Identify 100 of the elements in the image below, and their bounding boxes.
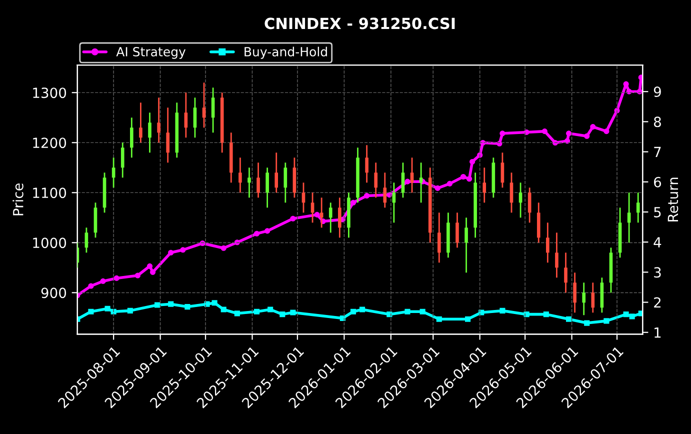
candlestick [338, 196, 342, 238]
point [350, 308, 356, 314]
point [88, 308, 94, 314]
candlestick [510, 172, 514, 214]
candlestick [157, 96, 160, 144]
point [359, 306, 366, 312]
candlestick [256, 162, 260, 198]
candlestick [148, 112, 152, 154]
point [88, 283, 94, 289]
y2-tick-label: 1 [654, 328, 661, 338]
candlestick [184, 92, 188, 138]
candlestick [528, 186, 532, 224]
candlestick [410, 156, 414, 194]
candlestick [500, 152, 504, 188]
point [542, 128, 548, 134]
candlestick [401, 162, 405, 198]
point [420, 308, 426, 314]
point [590, 124, 596, 130]
y2-tick-label: 7 [654, 146, 661, 158]
point [604, 128, 610, 134]
candlestick [310, 192, 314, 224]
y2-tick-label: 8 [654, 116, 661, 128]
point [212, 300, 218, 306]
point [500, 308, 506, 314]
y-tick-label: 1000 [33, 238, 66, 248]
y2-tick-label: 6 [654, 176, 662, 188]
point [446, 180, 452, 186]
legend-label: AI Strategy [116, 46, 186, 59]
point [220, 245, 226, 251]
candlestick [591, 282, 595, 314]
y2-tick-label: 5 [654, 207, 661, 218]
candlestick [482, 166, 486, 204]
point [584, 133, 590, 139]
point [254, 230, 260, 236]
candlestick [130, 116, 134, 158]
point [154, 302, 160, 308]
point [543, 312, 549, 318]
candlestick [328, 202, 332, 234]
candlestick [392, 182, 396, 224]
point [465, 316, 471, 322]
candlestick [555, 232, 558, 278]
candlestick [437, 212, 441, 264]
candlestick [238, 156, 242, 194]
point [364, 192, 370, 199]
point [404, 178, 410, 184]
candlestick [302, 182, 306, 214]
candlestick [636, 192, 640, 224]
candlestick [202, 82, 206, 128]
point [566, 130, 572, 136]
candlestick [112, 156, 116, 188]
point [134, 272, 140, 278]
point [180, 247, 186, 253]
y-tick-label: 1300 [33, 88, 66, 98]
candlestick [120, 142, 124, 178]
point [434, 185, 440, 191]
candlestick [320, 196, 324, 228]
point [184, 304, 190, 310]
y2-axis-title: Return [668, 178, 678, 222]
candlestick [383, 172, 387, 208]
candlestick [582, 282, 586, 316]
point [466, 176, 472, 182]
point [114, 275, 120, 281]
point [100, 278, 106, 284]
candlestick [284, 162, 288, 204]
point [204, 301, 210, 307]
point [314, 212, 320, 218]
candlestick [564, 252, 568, 294]
y-axis-title: Price [12, 183, 24, 216]
y2-tick-label: 2 [654, 297, 660, 308]
candlestick [518, 182, 522, 218]
point [623, 312, 629, 318]
candlestick [193, 96, 197, 138]
point [478, 310, 484, 316]
point [150, 269, 156, 275]
candlestick [573, 272, 576, 314]
point [254, 308, 260, 314]
point [104, 306, 110, 312]
candlestick [365, 144, 368, 184]
point [584, 320, 590, 326]
candlestick [166, 106, 170, 164]
point [168, 250, 174, 256]
legend-label: Buy-and-Hold [244, 46, 327, 59]
point [290, 310, 296, 316]
point [340, 315, 346, 322]
candlestick [374, 162, 378, 198]
point [264, 228, 270, 234]
y-tick-label: 1100 [33, 188, 66, 198]
candlestick [274, 152, 278, 194]
point [290, 216, 296, 222]
candlestick [266, 166, 269, 208]
point [460, 174, 466, 180]
candlestick [546, 222, 550, 264]
point [127, 308, 133, 314]
point [404, 308, 410, 314]
point [350, 200, 356, 206]
point [168, 301, 174, 307]
y2-tick-label: 9 [654, 86, 661, 98]
point [604, 318, 610, 324]
point [470, 158, 476, 164]
point [500, 130, 506, 136]
